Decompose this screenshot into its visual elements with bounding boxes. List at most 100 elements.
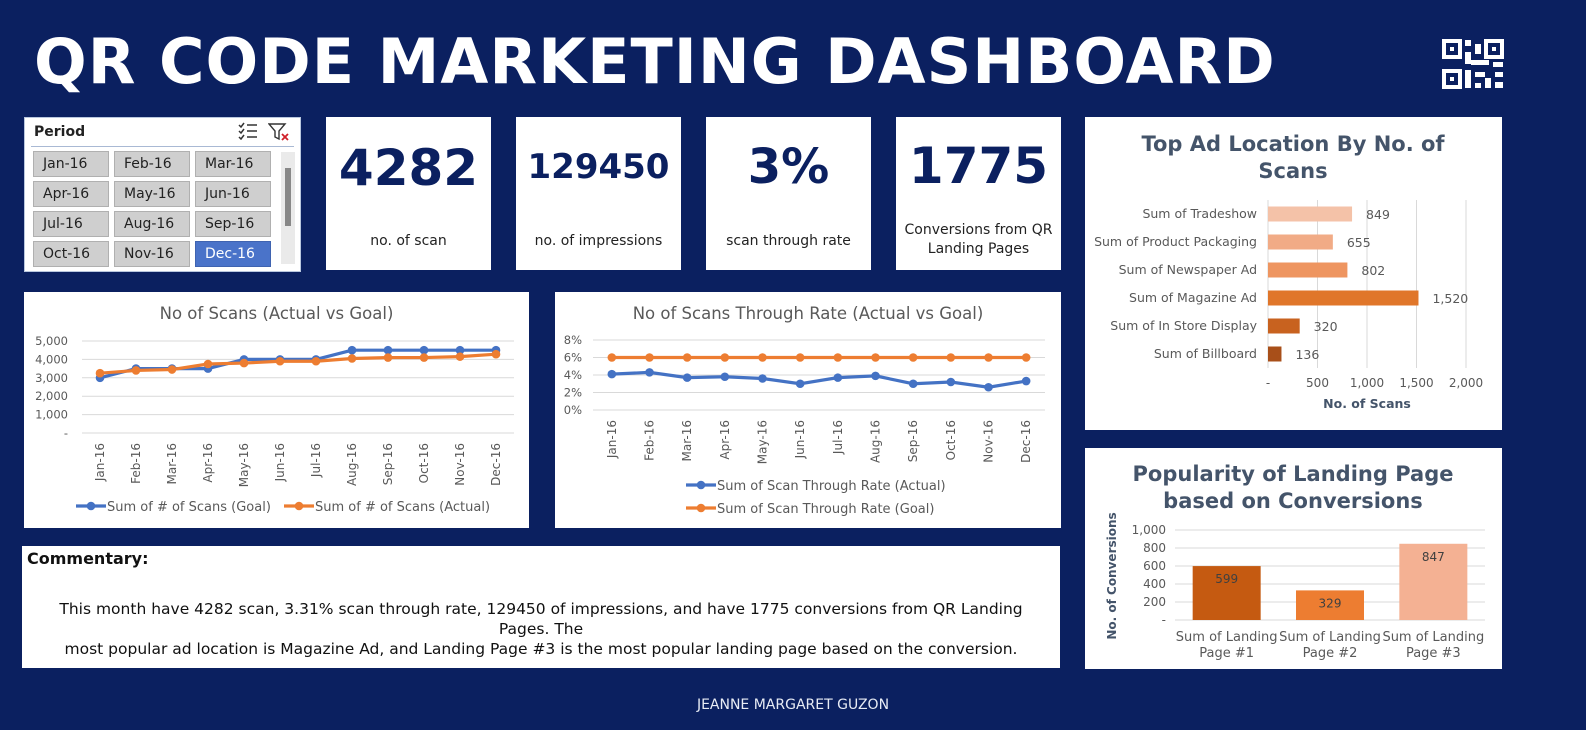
chart-title-line-1: Top Ad Location By No. of (1141, 132, 1445, 156)
kpi-rate-value: 3% (747, 139, 830, 195)
series-line-2 (99, 352, 497, 375)
slicer-item-nov-16[interactable]: Nov-16 (114, 241, 190, 267)
slicer-item-sep-16[interactable]: Sep-16 (195, 211, 271, 237)
ad-location-bar-chart-panel: Top Ad Location By No. of Scans - 500 1,000 1… (1085, 117, 1502, 430)
series-2-point (871, 353, 880, 362)
slicer-item-jul-16[interactable]: Jul-16 (33, 211, 109, 237)
x-tick-label: Dec-16 (489, 443, 503, 486)
data-label: 655 (1347, 235, 1371, 250)
kpi-conversions-card: 1775 Conversions from QR Landing Pages (896, 117, 1061, 270)
y-tick-label: 6% (564, 351, 582, 365)
x-tick-label: Dec-16 (1019, 420, 1033, 463)
x-tick-label: Mar-16 (165, 443, 179, 484)
ad-location-bar-chart: Top Ad Location By No. of Scans - 500 1,000 1… (1094, 132, 1483, 411)
data-label: 136 (1295, 347, 1319, 362)
x-tick-label: Sep-16 (906, 420, 920, 462)
y-tick-label: 3,000 (35, 371, 68, 385)
series-1-point (795, 379, 805, 389)
x-tick-label: 1,500 (1399, 376, 1433, 390)
category-label: Sum of Tradeshow (1142, 206, 1257, 221)
y-tick-label: 8% (564, 333, 582, 347)
kpi-impressions-value: 129450 (527, 147, 670, 187)
kpi-impressions-card: 129450 no. of impressions (516, 117, 681, 270)
x-tick-label: Nov-16 (453, 443, 467, 486)
slicer-item-mar-16[interactable]: Mar-16 (195, 151, 271, 177)
x-tick-label: 1,000 (1350, 376, 1384, 390)
series-2-point (1021, 353, 1031, 362)
legend-marker-2 (696, 503, 706, 513)
x-tick-label: Aug-16 (345, 443, 359, 486)
kpi-impressions-label: no. of impressions (534, 233, 663, 249)
y-tick-label: 1,000 (1132, 523, 1166, 537)
x-tick-label: 2,000 (1449, 376, 1483, 390)
category-label: Sum of In Store Display (1110, 318, 1257, 333)
chart-title: No of Scans Through Rate (Actual vs Goal… (633, 304, 984, 323)
x-tick-label: Jan-16 (605, 420, 619, 459)
slicer-item-apr-16[interactable]: Apr-16 (33, 181, 109, 207)
x-tick-label: Feb-16 (643, 420, 657, 461)
series-2-point (95, 368, 105, 378)
commentary-panel: Commentary: This month have 4282 scan, 3… (22, 546, 1060, 668)
slicer-item-feb-16[interactable]: Feb-16 (114, 151, 190, 177)
x-tick-label: Jul-16 (309, 443, 323, 478)
data-label: 1,520 (1432, 291, 1468, 306)
bar (1268, 262, 1348, 278)
period-slicer: Period Jan-16 Feb-16 Mar-16 Apr-16 May-16 Jun… (24, 117, 301, 272)
slicer-scrollbar[interactable] (281, 152, 295, 264)
series-1-point (645, 368, 654, 377)
y-tick-label: 1,000 (35, 408, 68, 422)
chart-title-line-2: based on Conversions (1163, 489, 1423, 513)
x-tick-label: Apr-16 (718, 420, 732, 460)
x-axis-label: No. of Scans (1323, 396, 1411, 411)
category-label-line-1: Sum of Landing (1176, 630, 1278, 645)
commentary-line-2: most popular ad location is Magazine Ad,… (64, 640, 1018, 658)
slicer-item-dec-16[interactable]: Dec-16 (195, 241, 271, 267)
x-tick-label: Jun-16 (793, 420, 807, 459)
x-tick-label: May-16 (237, 443, 251, 487)
series-line-1 (611, 370, 1027, 389)
kpi-rate-label: scan through rate (726, 233, 851, 249)
clear-filter-icon[interactable] (267, 122, 290, 146)
legend-label-1: Sum of Scan Through Rate (Actual) (717, 479, 946, 494)
multi-select-icon[interactable] (238, 122, 258, 146)
series-1-point (419, 345, 429, 355)
series-1-point (871, 371, 880, 381)
category-label-line-1: Sum of Landing (1382, 630, 1484, 645)
y-axis-label: No. of Conversions (1105, 512, 1119, 639)
series-2-point (383, 353, 393, 362)
slicer-item-aug-16[interactable]: Aug-16 (114, 211, 190, 237)
slicer-item-jan-16[interactable]: Jan-16 (33, 151, 109, 177)
slicer-item-oct-16[interactable]: Oct-16 (33, 241, 109, 267)
x-tick-label: May-16 (756, 420, 770, 464)
y-tick-label: 4% (564, 368, 582, 382)
category-label-line-1: Sum of Landing (1279, 630, 1381, 645)
series-1-point (1021, 376, 1031, 386)
series-2-point (682, 353, 692, 362)
y-tick-label: 2,000 (35, 389, 68, 403)
slicer-item-jun-16[interactable]: Jun-16 (195, 181, 271, 207)
bar (1268, 290, 1419, 306)
series-2-point (491, 349, 501, 359)
legend-label-2: Sum of # of Scans (Actual) (315, 500, 490, 515)
x-tick-label: Jul-16 (831, 420, 845, 455)
y-tick-label: 2% (564, 386, 582, 400)
x-tick-label: Nov-16 (982, 420, 996, 463)
bar (1268, 206, 1353, 222)
bar (1268, 234, 1333, 250)
data-label: 849 (1366, 207, 1390, 222)
slicer-item-may-16[interactable]: May-16 (114, 181, 190, 207)
category-label: Sum of Magazine Ad (1129, 290, 1257, 305)
y-tick-label: - (1162, 613, 1166, 627)
series-2-point (167, 365, 177, 374)
x-tick-label: Mar-16 (680, 420, 694, 461)
series-line-1 (99, 348, 496, 380)
data-label: 802 (1361, 263, 1385, 278)
y-tick-label: 200 (1143, 595, 1166, 609)
series-2-point (131, 366, 141, 375)
kpi-conversions-label-2: Landing Pages (927, 241, 1030, 257)
x-tick-label: Sep-16 (381, 443, 395, 485)
series-2-point (758, 353, 767, 362)
dashboard-title: QR CODE MARKETING DASHBOARD (34, 25, 1276, 98)
bar (1268, 346, 1282, 362)
legend-marker-1 (86, 501, 96, 511)
